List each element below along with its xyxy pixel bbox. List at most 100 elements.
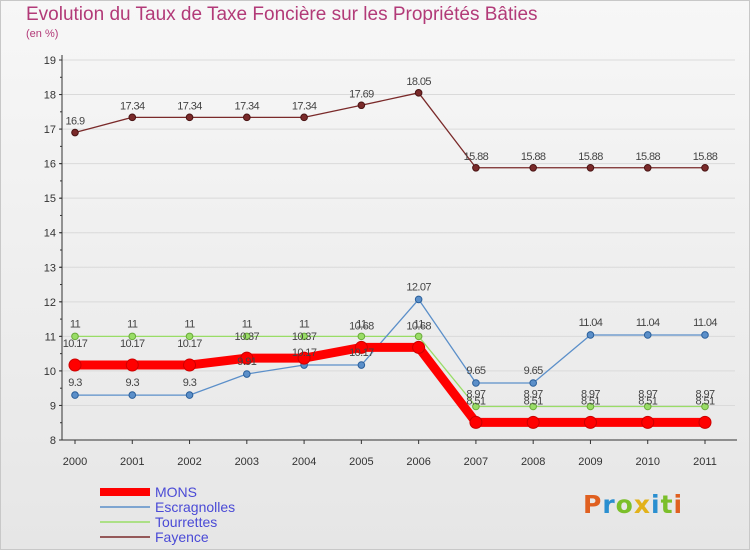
data-point [68, 358, 82, 372]
data-point [701, 163, 709, 172]
data-label: 15.88 [693, 151, 718, 163]
data-point [414, 295, 423, 304]
data-point [529, 402, 537, 411]
data-label: 10.68 [349, 320, 374, 332]
data-label: 12.07 [406, 281, 431, 293]
series-line-fayence [74, 92, 706, 169]
data-label: 9.3 [68, 377, 82, 389]
data-label: 9.65 [466, 365, 485, 377]
y-tick-label: 16 [44, 159, 56, 171]
data-point [472, 379, 480, 387]
data-label: 15.88 [635, 151, 660, 163]
y-tick-label: 11 [45, 331, 56, 343]
data-label: 11 [414, 318, 425, 330]
x-tick-label: 2009 [578, 456, 602, 468]
y-tick-label: 19 [44, 55, 56, 67]
data-point [125, 358, 139, 372]
series-line-mons [70, 342, 710, 427]
data-point [414, 332, 423, 341]
data-label: 8.51 [466, 395, 485, 407]
y-tick-label: 14 [44, 228, 56, 240]
data-point [183, 358, 197, 372]
data-point [698, 415, 712, 429]
data-point [529, 379, 537, 387]
data-label: 11.04 [636, 317, 660, 329]
x-tick-label: 2000 [63, 456, 87, 468]
data-point [586, 163, 595, 172]
data-label: 8.51 [695, 395, 714, 407]
legend-label-mons: MONS [155, 484, 197, 500]
data-label: 10.17 [120, 338, 145, 350]
data-point [71, 128, 79, 137]
data-label: 10.37 [235, 331, 260, 343]
data-label: 10.68 [406, 320, 431, 332]
legend-label-fayence: Fayence [155, 529, 209, 545]
data-label: 11 [184, 318, 195, 330]
data-point [586, 331, 595, 339]
data-point [300, 113, 308, 122]
y-tick-label: 8 [50, 435, 56, 447]
data-label: 17.34 [177, 100, 202, 112]
data-label: 11.04 [579, 317, 603, 329]
x-tick-label: 2001 [120, 456, 144, 468]
chart-unit: (en %) [26, 28, 59, 40]
data-point [357, 101, 366, 110]
y-tick-label: 12 [44, 297, 56, 309]
data-label: 11 [356, 318, 367, 330]
data-point [185, 113, 194, 122]
data-point [643, 402, 652, 411]
data-point [469, 415, 483, 429]
x-tick-label: 2011 [693, 456, 717, 468]
data-point [472, 163, 480, 172]
y-tick-label: 9 [50, 400, 56, 412]
data-label: 8.51 [638, 395, 657, 407]
data-label: 17.34 [120, 100, 145, 112]
data-label: 9.65 [524, 365, 543, 377]
data-point [71, 332, 79, 341]
x-tick-label: 2006 [406, 456, 430, 468]
data-point [243, 332, 251, 341]
data-label: 8.51 [524, 395, 543, 407]
legend-label-escragnolles: Escragnolles [155, 499, 235, 515]
data-label: 9.3 [126, 377, 140, 389]
data-point [641, 415, 655, 429]
data-point [297, 351, 311, 365]
proxiti-logo: Proxiti [583, 490, 684, 519]
data-label: 17.34 [235, 100, 260, 112]
data-point [526, 415, 540, 429]
data-label: 11.04 [693, 317, 717, 329]
x-tick-label: 2010 [635, 456, 659, 468]
data-label: 8.51 [581, 395, 600, 407]
data-point [240, 351, 254, 365]
data-point [472, 402, 480, 411]
y-tick-label: 18 [44, 90, 56, 102]
data-label: 11 [127, 318, 138, 330]
data-point [357, 332, 366, 341]
data-label: 15.88 [464, 151, 489, 163]
data-point [643, 331, 652, 339]
data-point [128, 113, 137, 122]
data-label: 8.97 [466, 388, 485, 400]
data-label: 8.97 [581, 388, 600, 400]
data-point [128, 332, 137, 341]
data-label: 10.17 [177, 338, 202, 350]
data-label: 10.17 [63, 338, 88, 350]
x-tick-label: 2007 [464, 456, 488, 468]
data-label: 11 [299, 318, 310, 330]
data-point [185, 391, 194, 399]
data-point [357, 361, 366, 369]
data-point [243, 113, 251, 122]
data-label: 10.37 [292, 331, 317, 343]
y-tick-label: 15 [44, 193, 56, 205]
data-label: 9.91 [237, 356, 256, 368]
x-tick-label: 2008 [521, 456, 545, 468]
chart-title: Evolution du Taux de Taxe Foncière sur l… [26, 4, 538, 25]
data-label: 9.3 [183, 377, 197, 389]
data-point [701, 331, 709, 339]
data-label: 8.97 [638, 388, 657, 400]
data-label: 8.97 [695, 388, 714, 400]
data-label: 8.97 [524, 388, 543, 400]
data-point [414, 89, 423, 97]
data-point [71, 391, 79, 399]
